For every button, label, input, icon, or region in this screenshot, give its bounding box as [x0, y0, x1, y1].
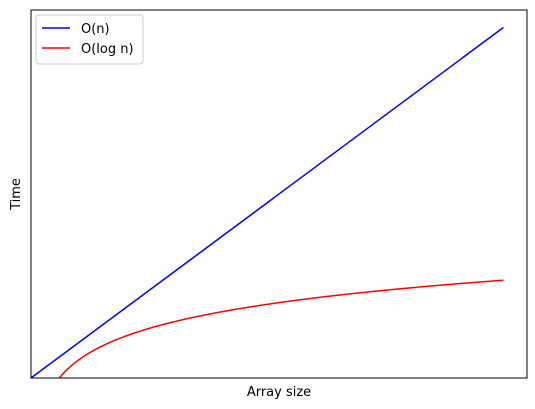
plot-frame	[30, 9, 528, 379]
x-axis-label: Array size	[247, 385, 311, 400]
y-axis-label: Time	[9, 178, 24, 211]
legend-label-on: O(n)	[81, 22, 110, 37]
series-line-ologn	[58, 279, 504, 378]
series-line-on	[31, 26, 504, 378]
legend: O(n) O(log n)	[35, 14, 144, 65]
legend-label-ologn: O(log n)	[81, 42, 134, 57]
series-layer	[31, 26, 504, 378]
